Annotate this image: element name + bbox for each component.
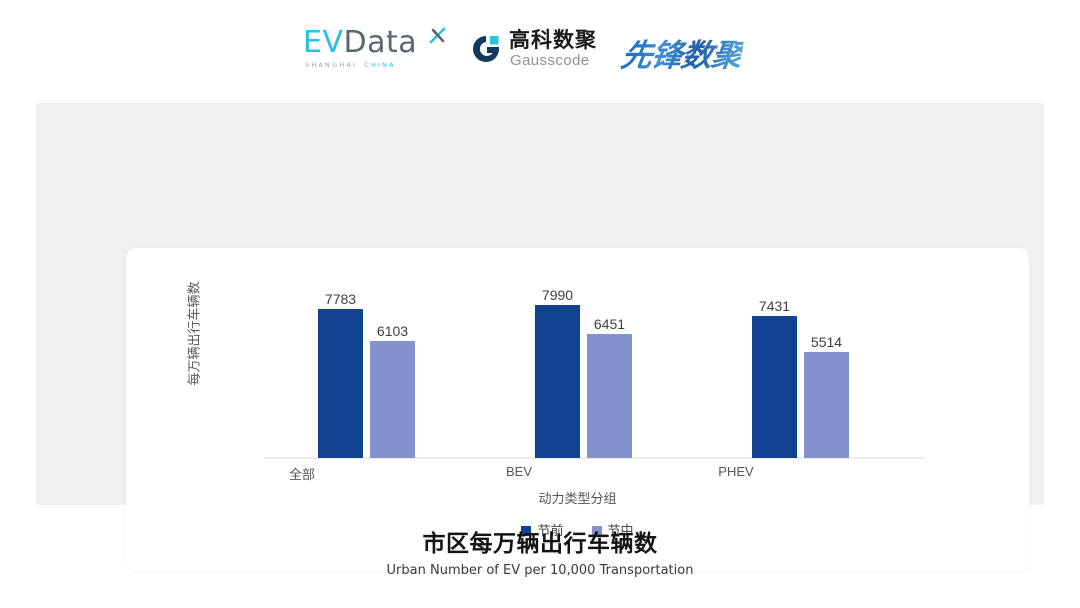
bar-rect (370, 341, 415, 458)
logo-evdata: EVData SHANGHAI CHINA (303, 28, 451, 74)
legend-label: 节中 (607, 523, 634, 538)
bar-value-label: 7431 (758, 298, 791, 314)
x-axis-title: 动力类型分组 (538, 491, 617, 506)
evdata-data-text: Data (343, 25, 418, 60)
caption-title-cn: 市区每万辆出行车辆数 (422, 530, 658, 556)
bar-value-label: 6103 (376, 323, 409, 339)
logo-xianfeng: 先锋数聚 (619, 30, 790, 74)
bar-rect (752, 316, 797, 458)
y-axis-title: 每万辆出行车辆数 (186, 281, 202, 386)
logo-gausscode: 高科数聚 Gausscode (469, 29, 609, 73)
xianfeng-wordmark: 先锋数聚 (618, 30, 745, 75)
gausscode-cn-text: 高科数聚 (509, 28, 597, 52)
chart-outer-panel: 每万辆出行车辆数 7783 6103 7 (36, 103, 1044, 571)
x-tick-label-all: 全部 (288, 467, 315, 482)
figure-caption: 市区每万辆出行车辆数 Urban Number of EV per 10,000… (0, 528, 1080, 579)
bar-group-bev: 7990 6451 (499, 258, 659, 458)
bar-value-label: 6451 (593, 316, 626, 332)
evdata-country-text: CHINA (364, 61, 396, 69)
chart-card: 每万辆出行车辆数 7783 6103 7 (126, 248, 1029, 571)
evdata-city-text: SHANGHAI (305, 61, 358, 69)
bar-value-label: 7990 (541, 287, 574, 303)
legend-swatch-icon (521, 526, 532, 536)
bar-group-phev: 7431 5514 (716, 258, 876, 458)
x-axis-line (264, 457, 924, 459)
logo-bar: EVData SHANGHAI CHINA 高科数聚 Gausscode 先锋数聚 (0, 0, 1080, 96)
bar-group-all: 7783 6103 (282, 258, 442, 458)
evdata-ev-text: EV (303, 25, 344, 60)
x-tick-label-phev: PHEV (718, 464, 754, 479)
bar-value-label: 5514 (810, 334, 843, 350)
legend-label: 节前 (537, 523, 564, 538)
bar-value-label: 7783 (324, 291, 357, 307)
legend-item-during[interactable]: 节中 (591, 520, 634, 539)
gausscode-en-text: Gausscode (510, 52, 590, 69)
evdata-wordmark: EVData (303, 28, 417, 58)
legend-swatch-icon (591, 526, 602, 536)
chart-legend: 节前 节中 (126, 520, 1029, 539)
g-circle-icon (469, 32, 503, 66)
bar-rect (587, 334, 632, 458)
plot-area: 7783 6103 7990 6451 (264, 258, 924, 458)
bar-rect (804, 352, 849, 458)
caption-title-en: Urban Number of EV per 10,000 Transporta… (386, 563, 694, 578)
x-tick-label-bev: BEV (505, 464, 532, 479)
evdata-tagline: SHANGHAI CHINA (305, 61, 396, 69)
bar-chart: 每万辆出行车辆数 7783 6103 7 (126, 248, 1029, 571)
bar-rect (535, 305, 580, 458)
bar-rect (318, 309, 363, 458)
legend-item-before[interactable]: 节前 (521, 520, 564, 539)
x-sparkle-icon (427, 26, 449, 48)
